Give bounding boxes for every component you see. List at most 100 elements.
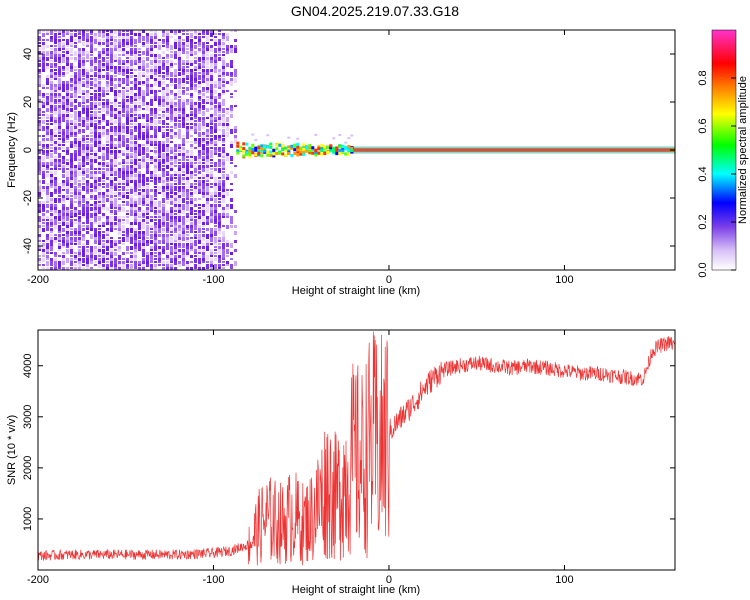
- heatmap-cell: [198, 72, 201, 74]
- heatmap-cell: [54, 258, 57, 262]
- heatmap-cell: [74, 165, 77, 170]
- heatmap-cell: [218, 162, 221, 166]
- heatmap-cell: [174, 198, 177, 203]
- heatmap-cell: [210, 174, 213, 178]
- heatmap-cell: [54, 222, 57, 226]
- heatmap-cell: [114, 78, 117, 81]
- heatmap-cell: [166, 216, 169, 219]
- heatmap-cell: [222, 168, 225, 170]
- heatmap-cell: [74, 213, 77, 217]
- heatmap-cell: [214, 111, 217, 116]
- heatmap-cell: [190, 207, 193, 212]
- x-tick-label: -100: [202, 274, 224, 286]
- heatmap-cell: [82, 36, 85, 41]
- heatmap-cell: [94, 228, 97, 231]
- heatmap-cell: [142, 45, 145, 47]
- heatmap-cell: [158, 108, 161, 111]
- heatmap-cell: [210, 81, 213, 85]
- heatmap-cell: [206, 204, 209, 207]
- heatmap-cell: [206, 72, 209, 77]
- heatmap-cell: [66, 198, 69, 200]
- heatmap-cell: [170, 135, 173, 139]
- heatmap-cell: [110, 213, 113, 215]
- heatmap-cell: [138, 66, 141, 70]
- heatmap-cell: [134, 111, 137, 116]
- heatmap-cell: [202, 252, 205, 257]
- heatmap-cell: [166, 75, 169, 77]
- heatmap-cell: [106, 246, 109, 251]
- heatmap-cell: [214, 267, 217, 269]
- heatmap-cell: [94, 186, 97, 189]
- heatmap-cell: [58, 33, 61, 35]
- heatmap-cell: [162, 144, 165, 149]
- heatmap-cell: [90, 66, 93, 71]
- heatmap-cell: [182, 48, 185, 51]
- heatmap-cell: [82, 33, 85, 37]
- heatmap-cell: [202, 159, 205, 161]
- heatmap-cell: [82, 144, 85, 149]
- heatmap-cell: [154, 234, 157, 237]
- heatmap-cell: [134, 105, 137, 109]
- heatmap-cell: [134, 189, 137, 193]
- heatmap-cell: [90, 228, 93, 231]
- heatmap-cell: [198, 129, 201, 131]
- heatmap-cell: [86, 96, 89, 98]
- heatmap-cell: [142, 63, 145, 67]
- heatmap-cell: [317, 147, 321, 151]
- heatmap-cell: [62, 252, 65, 254]
- heatmap-cell: [102, 267, 105, 270]
- heatmap-cell: [86, 111, 89, 116]
- heatmap-cell: [170, 30, 173, 33]
- heatmap-cell: [178, 183, 181, 185]
- heatmap-cell: [142, 165, 145, 168]
- heatmap-cell: [138, 114, 141, 118]
- heatmap-cell: [222, 156, 225, 158]
- heatmap-cell: [110, 177, 113, 182]
- heatmap-cell: [194, 204, 197, 207]
- heatmap-cell: [70, 66, 73, 70]
- heatmap-cell: [54, 156, 57, 160]
- heatmap-cell: [170, 93, 173, 95]
- heatmap-cell: [66, 222, 69, 225]
- heatmap-cell: [190, 219, 193, 221]
- heatmap-cell: [174, 126, 177, 129]
- heatmap-cell: [166, 219, 169, 221]
- heatmap-cell: [222, 114, 225, 118]
- heatmap-cell: [194, 252, 197, 254]
- heatmap-cell: [178, 177, 181, 182]
- heatmap-cell: [98, 240, 101, 245]
- heatmap-cell: [122, 48, 125, 51]
- heatmap-cell: [142, 30, 145, 33]
- heatmap-cell: [162, 186, 165, 189]
- heatmap-cell: [182, 168, 185, 171]
- heatmap-cell: [202, 174, 205, 177]
- heatmap-cell: [98, 138, 101, 141]
- heatmap-cell: [94, 117, 97, 119]
- heatmap-cell: [202, 150, 205, 154]
- heatmap-cell: [170, 177, 173, 181]
- heatmap-cell: [222, 243, 225, 248]
- heatmap-cell: [70, 258, 73, 262]
- heatmap-cell: [142, 243, 145, 246]
- heatmap-cell: [206, 180, 209, 182]
- heatmap-cell: [50, 117, 53, 122]
- heatmap-cell: [62, 222, 65, 226]
- heatmap-cell: [154, 129, 157, 134]
- heatmap-cell: [102, 42, 105, 45]
- heatmap-cell: [42, 156, 45, 161]
- heatmap-cell: [158, 114, 161, 116]
- heatmap-cell: [42, 39, 45, 41]
- heatmap-cell: [62, 174, 65, 178]
- heatmap-cell: [118, 171, 121, 175]
- heatmap-cell: [38, 243, 41, 247]
- heatmap-cell: [110, 63, 113, 67]
- spectrogram-x-axis-label: Height of straight line (km): [292, 285, 420, 297]
- heatmap-cell: [138, 183, 141, 188]
- heatmap-cell: [66, 84, 69, 88]
- heatmap-cell: [54, 159, 57, 164]
- heatmap-cell: [110, 105, 113, 108]
- heatmap-cell: [186, 72, 189, 74]
- heatmap-cell: [130, 165, 133, 170]
- snr-series-line: [38, 331, 675, 566]
- heatmap-cell: [296, 137, 300, 140]
